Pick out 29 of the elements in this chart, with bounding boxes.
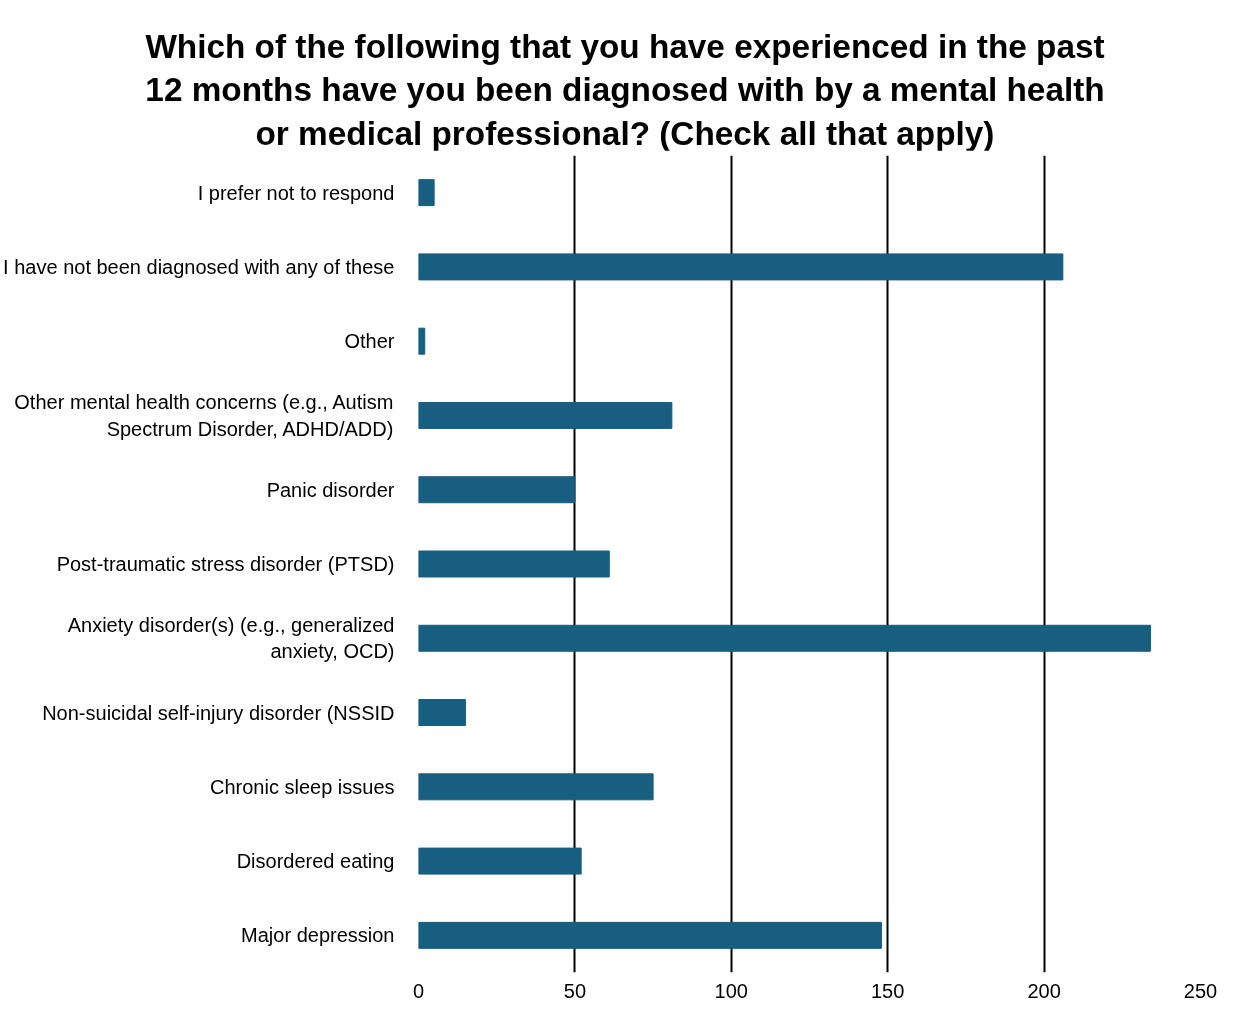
y-tick-label: Anxiety disorder(s) (e.g., generalized anxiety, OCD) — [67, 614, 395, 663]
chart-title: Which of the following that you have experienced in the past 12 months have you been diagnosed with by a mental health or medical professional? (Check all that apply) — [145, 27, 1105, 154]
bar — [418, 624, 1151, 652]
x-tick-label: 50 — [563, 979, 587, 1002]
y-tick-label: I prefer not to respond — [197, 181, 395, 204]
y-tick-label: Other — [344, 330, 395, 353]
y-tick-label: Disordered eating — [236, 850, 395, 873]
x-tick-label: 200 — [1027, 979, 1061, 1002]
y-tick-label: Major depression — [241, 924, 395, 947]
y-tick-label: Chronic sleep issues — [209, 775, 395, 798]
bar — [418, 921, 882, 949]
bar — [418, 327, 426, 355]
x-tick-label: 250 — [1183, 979, 1218, 1002]
bar — [418, 401, 673, 429]
y-tick-label: Panic disorder — [266, 478, 395, 501]
y-tick-label: Other mental health concerns (e.g., Autism Spectrum Disorder, ADHD/ADD) — [14, 391, 394, 440]
x-tick-label: 150 — [871, 979, 905, 1002]
bar — [418, 773, 654, 801]
bar — [418, 253, 1064, 281]
bar — [418, 847, 582, 875]
x-tick-label: 0 — [412, 979, 425, 1002]
bar — [418, 179, 435, 207]
bar — [418, 699, 466, 727]
y-tick-label: Non-suicidal self-injury disorder (NSSID — [42, 701, 395, 724]
bar — [418, 476, 576, 504]
bar — [418, 550, 610, 578]
x-tick-label: 100 — [714, 979, 748, 1002]
y-tick-label: Post-traumatic stress disorder (PTSD) — [56, 553, 395, 575]
y-tick-label: I have not been diagnosed with any of these — [3, 255, 395, 278]
